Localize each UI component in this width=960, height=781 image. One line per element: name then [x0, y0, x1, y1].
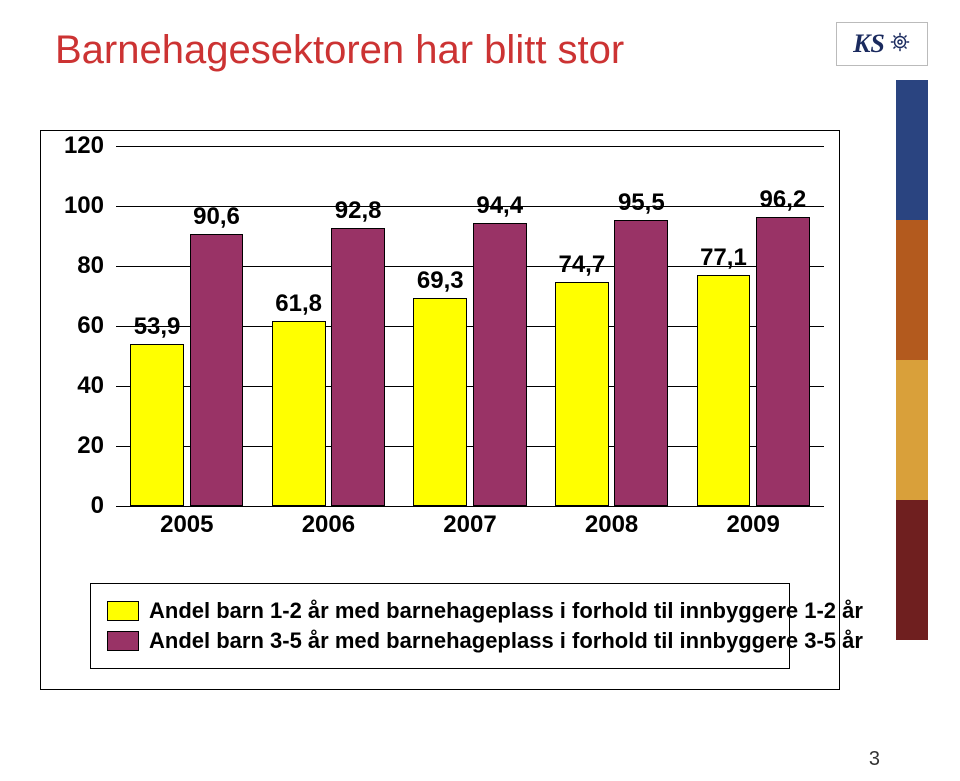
x-tick-label: 2007	[399, 511, 541, 539]
bar-chart: 020406080100120 53,990,661,892,869,394,4…	[40, 130, 840, 690]
bar-series2: 95,5	[614, 220, 668, 507]
bar-value-label: 74,7	[558, 251, 605, 283]
bar-series1: 74,7	[555, 282, 609, 506]
bar-value-label: 92,8	[335, 197, 382, 229]
bar-value-label: 96,2	[760, 186, 807, 218]
gear-icon	[889, 31, 911, 58]
bar-value-label: 95,5	[618, 189, 665, 221]
y-tick-label: 20	[77, 432, 116, 460]
x-tick-label: 2009	[682, 511, 824, 539]
strip-seg	[896, 220, 928, 360]
slide-title: Barnehagesektoren har blitt stor	[55, 28, 624, 73]
legend-item: Andel barn 1-2 år med barnehageplass i f…	[107, 598, 773, 624]
y-gridline	[116, 146, 824, 147]
x-tick-label: 2008	[541, 511, 683, 539]
decorative-strip	[896, 80, 928, 761]
logo-text: KS	[853, 29, 885, 59]
bar-value-label: 94,4	[476, 192, 523, 224]
bar-value-label: 90,6	[193, 203, 240, 235]
y-tick-label: 40	[77, 372, 116, 400]
slide: Barnehagesektoren har blitt stor KS	[0, 0, 960, 781]
strip-seg	[896, 360, 928, 500]
y-tick-label: 120	[64, 132, 116, 160]
plot-area: 020406080100120 53,990,661,892,869,394,4…	[116, 146, 824, 506]
legend-label: Andel barn 1-2 år med barnehageplass i f…	[149, 598, 863, 624]
bar-series2: 94,4	[473, 223, 527, 506]
bar-value-label: 69,3	[417, 267, 464, 299]
x-tick-label: 2006	[258, 511, 400, 539]
strip-seg	[896, 500, 928, 640]
y-tick-label: 80	[77, 252, 116, 280]
y-tick-label: 100	[64, 192, 116, 220]
x-axis-labels: 20052006200720082009	[116, 511, 824, 541]
bar-series2: 92,8	[331, 228, 385, 506]
page-number: 3	[869, 748, 880, 771]
bar-series2: 90,6	[190, 234, 244, 506]
strip-seg	[896, 80, 928, 220]
legend-label: Andel barn 3-5 år med barnehageplass i f…	[149, 628, 863, 654]
y-gridline	[116, 506, 824, 507]
y-tick-label: 60	[77, 312, 116, 340]
x-tick-label: 2005	[116, 511, 258, 539]
bar-series1: 69,3	[413, 298, 467, 506]
legend-swatch	[107, 601, 139, 621]
bar-series1: 53,9	[130, 344, 184, 506]
legend-swatch	[107, 631, 139, 651]
strip-seg	[896, 640, 928, 780]
y-tick-label: 0	[91, 492, 116, 520]
bar-series1: 77,1	[697, 275, 751, 506]
bar-value-label: 53,9	[134, 313, 181, 345]
legend: Andel barn 1-2 år med barnehageplass i f…	[90, 583, 790, 669]
bar-value-label: 61,8	[275, 290, 322, 322]
bar-series2: 96,2	[756, 217, 810, 506]
legend-item: Andel barn 3-5 år med barnehageplass i f…	[107, 628, 773, 654]
bar-value-label: 77,1	[700, 244, 747, 276]
bar-series1: 61,8	[272, 321, 326, 506]
ks-logo: KS	[836, 22, 928, 66]
